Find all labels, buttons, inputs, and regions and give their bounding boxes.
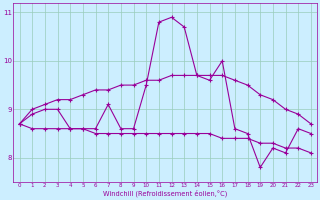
X-axis label: Windchill (Refroidissement éolien,°C): Windchill (Refroidissement éolien,°C) — [103, 190, 228, 197]
